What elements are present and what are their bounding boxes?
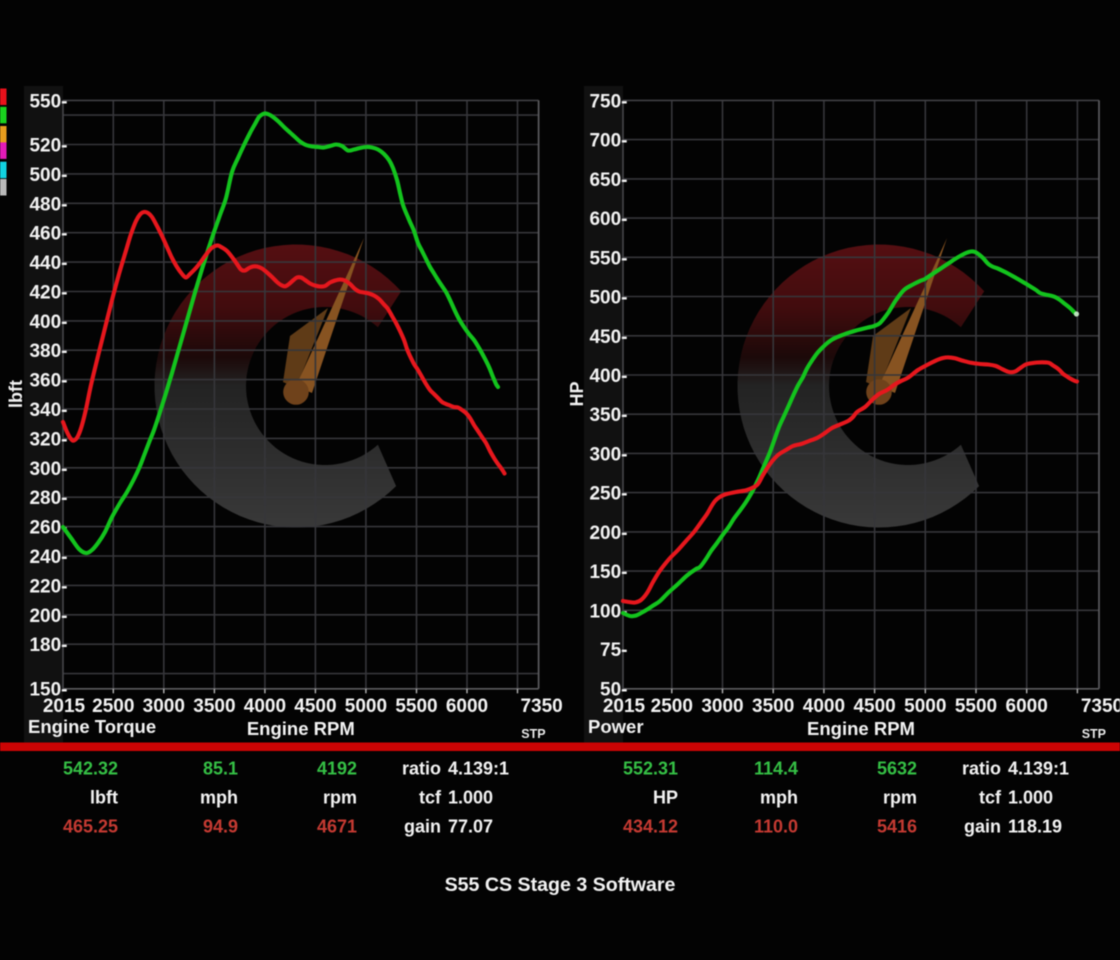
svg-text:2015: 2015 xyxy=(43,696,86,717)
svg-text:4.139:1: 4.139:1 xyxy=(448,759,509,779)
svg-text:2500: 2500 xyxy=(92,696,134,717)
svg-text:350-: 350- xyxy=(589,405,627,426)
svg-text:552.31: 552.31 xyxy=(623,759,678,779)
svg-text:3000: 3000 xyxy=(143,696,185,717)
svg-text:500-: 500- xyxy=(589,288,627,309)
svg-text:118.19: 118.19 xyxy=(1008,817,1062,837)
svg-text:5500: 5500 xyxy=(955,696,997,717)
svg-text:4000: 4000 xyxy=(244,696,286,717)
svg-text:240-: 240- xyxy=(29,547,67,568)
svg-text:3500: 3500 xyxy=(752,696,794,717)
svg-text:Engine RPM: Engine RPM xyxy=(807,718,915,739)
svg-text:300-: 300- xyxy=(29,459,67,480)
svg-text:542.32: 542.32 xyxy=(63,759,118,779)
svg-text:75-: 75- xyxy=(600,640,627,661)
svg-text:77.07: 77.07 xyxy=(448,817,493,837)
svg-text:480-: 480- xyxy=(29,194,67,215)
svg-text:465.25: 465.25 xyxy=(63,817,118,837)
svg-text:gain: gain xyxy=(404,817,441,837)
svg-text:4500: 4500 xyxy=(294,696,336,717)
svg-text:STP: STP xyxy=(1082,727,1106,741)
svg-text:7350: 7350 xyxy=(520,696,562,717)
svg-text:400-: 400- xyxy=(589,366,627,387)
svg-text:HP: HP xyxy=(653,788,678,808)
svg-text:6000: 6000 xyxy=(446,696,488,717)
svg-text:260-: 260- xyxy=(29,518,67,539)
svg-text:4671: 4671 xyxy=(317,817,357,837)
svg-text:110.0: 110.0 xyxy=(754,817,798,837)
svg-text:700-: 700- xyxy=(589,131,627,152)
svg-text:85.1: 85.1 xyxy=(203,759,238,779)
svg-text:ratio: ratio xyxy=(962,759,1001,779)
svg-text:ratio: ratio xyxy=(402,759,441,779)
svg-text:3000: 3000 xyxy=(701,696,743,717)
svg-text:1.000: 1.000 xyxy=(1008,788,1053,808)
svg-text:320-: 320- xyxy=(29,429,67,450)
svg-text:4192: 4192 xyxy=(317,759,357,779)
svg-text:2015: 2015 xyxy=(603,696,646,717)
svg-text:1.000: 1.000 xyxy=(448,788,493,808)
svg-text:200-: 200- xyxy=(589,523,627,544)
svg-text:tcf: tcf xyxy=(419,788,442,808)
svg-text:lbft: lbft xyxy=(90,788,118,808)
svg-text:5416: 5416 xyxy=(877,817,917,837)
svg-text:5632: 5632 xyxy=(877,759,917,779)
svg-text:750-: 750- xyxy=(589,91,627,112)
svg-text:6000: 6000 xyxy=(1006,696,1048,717)
svg-text:340-: 340- xyxy=(29,400,67,421)
svg-text:460-: 460- xyxy=(29,224,67,245)
svg-text:4.139:1: 4.139:1 xyxy=(1008,759,1069,779)
svg-text:50-: 50- xyxy=(600,679,627,700)
svg-text:gain: gain xyxy=(964,817,1001,837)
svg-text:520-: 520- xyxy=(29,136,67,157)
svg-text:220-: 220- xyxy=(29,576,67,597)
svg-text:STP: STP xyxy=(521,727,545,741)
svg-text:400-: 400- xyxy=(29,312,67,333)
svg-text:2500: 2500 xyxy=(651,696,693,717)
svg-text:360-: 360- xyxy=(29,371,67,392)
svg-text:3500: 3500 xyxy=(193,696,235,717)
svg-text:420-: 420- xyxy=(29,283,67,304)
svg-text:rpm: rpm xyxy=(323,788,357,808)
svg-text:7350: 7350 xyxy=(1081,696,1120,717)
svg-text:114.4: 114.4 xyxy=(754,759,798,779)
svg-text:lbft: lbft xyxy=(6,380,26,408)
svg-text:550-: 550- xyxy=(29,91,67,112)
svg-text:Power: Power xyxy=(588,716,644,737)
svg-text:550-: 550- xyxy=(589,248,627,269)
svg-text:4500: 4500 xyxy=(853,696,895,717)
svg-text:5000: 5000 xyxy=(345,696,387,717)
svg-text:200-: 200- xyxy=(29,606,67,627)
svg-text:rpm: rpm xyxy=(883,788,917,808)
svg-text:S55 CS Stage 3 Software: S55 CS Stage 3 Software xyxy=(445,874,676,896)
svg-text:Engine Torque: Engine Torque xyxy=(28,716,156,737)
svg-text:250-: 250- xyxy=(589,484,627,505)
svg-text:450-: 450- xyxy=(589,327,627,348)
svg-text:280-: 280- xyxy=(29,488,67,509)
svg-text:94.9: 94.9 xyxy=(203,817,238,837)
svg-text:Engine RPM: Engine RPM xyxy=(247,718,355,739)
svg-text:650-: 650- xyxy=(589,170,627,191)
svg-text:150-: 150- xyxy=(29,679,67,700)
svg-text:434.12: 434.12 xyxy=(623,817,678,837)
svg-text:180-: 180- xyxy=(29,635,67,656)
svg-text:440-: 440- xyxy=(29,253,67,274)
svg-text:100-: 100- xyxy=(589,601,627,622)
svg-text:5500: 5500 xyxy=(395,696,437,717)
svg-text:mph: mph xyxy=(760,788,798,808)
svg-text:4000: 4000 xyxy=(803,696,845,717)
svg-text:tcf: tcf xyxy=(979,788,1002,808)
svg-text:300-: 300- xyxy=(589,444,627,465)
svg-text:600-: 600- xyxy=(589,209,627,230)
svg-text:5000: 5000 xyxy=(904,696,946,717)
svg-text:mph: mph xyxy=(200,788,238,808)
svg-text:HP: HP xyxy=(567,381,587,406)
svg-text:500-: 500- xyxy=(29,165,67,186)
svg-text:150-: 150- xyxy=(589,562,627,583)
svg-text:380-: 380- xyxy=(29,341,67,362)
